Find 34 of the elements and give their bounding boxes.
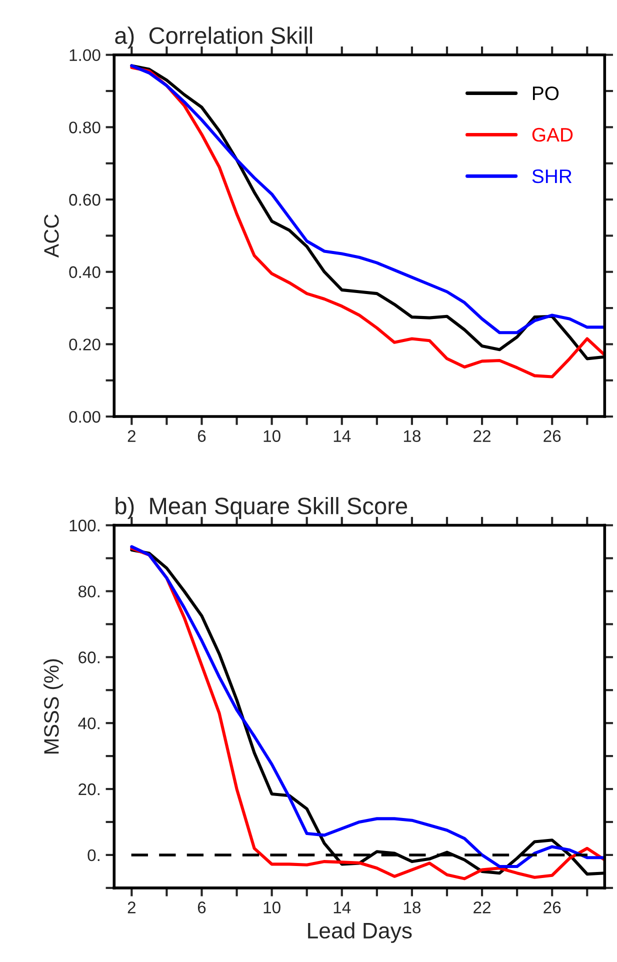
x-tick-label: 22 bbox=[474, 430, 490, 442]
x-tick-label: 26 bbox=[544, 902, 561, 914]
x-tick-label: 2 bbox=[128, 902, 136, 914]
y-tick-label: 100. bbox=[70, 520, 100, 532]
x-axis-title: Lead Days bbox=[308, 922, 412, 943]
y-axis-title: ACC bbox=[44, 214, 59, 258]
y-tick-label: 1.00 bbox=[70, 49, 100, 62]
x-tick-label: 18 bbox=[404, 902, 421, 914]
y-tick-label: 20. bbox=[78, 783, 100, 796]
x-tick-label: 18 bbox=[404, 430, 421, 442]
x-tick-label: 6 bbox=[198, 430, 206, 442]
x-tick-label: 26 bbox=[544, 430, 561, 442]
y-tick-label: 0.40 bbox=[69, 266, 100, 278]
chart-title: a) Correlation Skill bbox=[115, 26, 312, 49]
y-tick-label: 40. bbox=[78, 717, 100, 730]
x-tick-label: 22 bbox=[474, 902, 490, 914]
x-tick-label: 10 bbox=[264, 430, 280, 442]
x-tick-label: 6 bbox=[198, 902, 206, 914]
y-tick-label: 60. bbox=[78, 652, 100, 664]
legend-label: GAD bbox=[532, 128, 573, 142]
y-tick-label: 0.00 bbox=[69, 410, 100, 423]
x-tick-label: 14 bbox=[334, 902, 351, 914]
y-tick-label: 80. bbox=[78, 586, 100, 598]
y-tick-label: 0. bbox=[88, 849, 100, 862]
legend-label: SHR bbox=[532, 169, 572, 184]
x-tick-label: 14 bbox=[334, 430, 351, 442]
chart-title: b) Mean Square Skill Score bbox=[116, 497, 408, 520]
y-axis-title: MSSS (%) bbox=[44, 659, 63, 754]
y-tick-label: 0.60 bbox=[69, 194, 100, 206]
y-tick-label: 0.20 bbox=[69, 338, 100, 350]
y-tick-label: 0.80 bbox=[69, 122, 100, 134]
legend-label: PO bbox=[533, 86, 559, 100]
x-tick-label: 2 bbox=[128, 430, 136, 442]
x-tick-label: 10 bbox=[264, 902, 280, 914]
